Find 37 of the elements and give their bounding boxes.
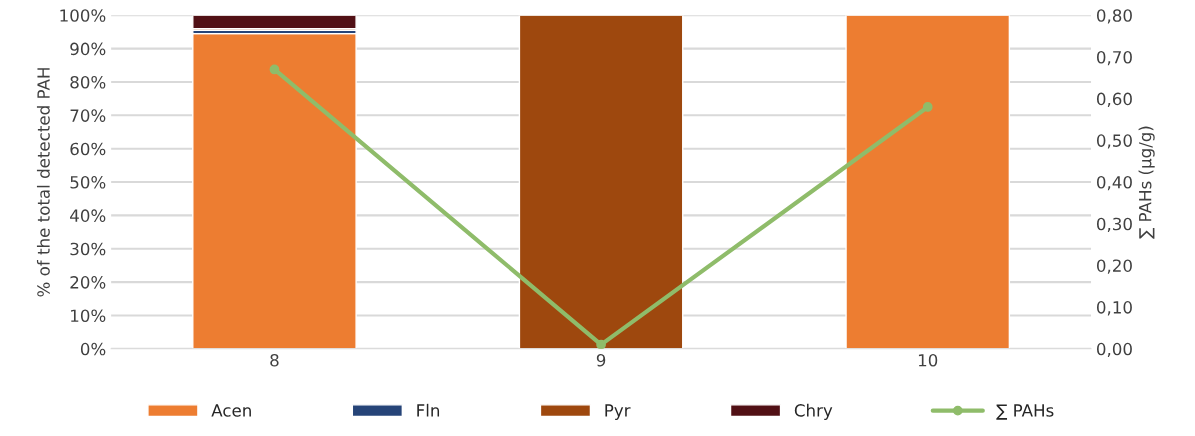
y-tick-label: 60% [70,142,106,156]
y2-axis-title: ∑ PAHs (µg/g) [1138,126,1155,239]
y-tick-label: 100% [60,9,106,22]
y2-tick-label: 0,20 [1097,259,1132,274]
y-tick-label: 20% [70,276,106,289]
bar [518,15,684,349]
bar [192,15,357,30]
x-tick-label: 10 [918,353,938,367]
y2-tick-label: 0,10 [1097,301,1132,316]
legend-label: Fln [417,403,440,417]
y2-tick-label: 0,30 [1097,217,1132,232]
point [269,64,280,75]
y-tick-label: 30% [70,242,106,256]
bar [845,15,1011,349]
y2-tick-label: 0,70 [1097,50,1132,66]
y2-tick-label: 0,40 [1097,175,1132,191]
x-tick-label: 9 [596,353,606,367]
y-tick-label: 10% [71,309,106,323]
y-tick-label: 40% [70,209,106,222]
y2-tick-label: 0,50 [1097,134,1132,149]
y2-tick-label: 0,60 [1097,92,1132,107]
y-tick-label: 70% [70,109,106,122]
bar [192,32,357,349]
y2-tick-label: 0,80 [1097,9,1132,24]
y-tick-label: 50% [70,175,106,189]
point [596,339,606,349]
legend-label: Acen [211,404,251,417]
point [922,102,933,112]
legend-label: Chry [794,403,833,420]
y-axis-title: % of the total detected PAH [36,68,50,297]
y-tick-label: 80% [70,75,106,89]
legend-label: ∑ PAHs [996,404,1054,420]
y-tick-label: 90% [70,42,106,56]
y-tick-label: 0% [80,342,106,356]
y2-tick-label: 0,00 [1097,342,1132,358]
x-tick-label: 8 [270,353,279,367]
legend-label: Pyr [605,404,631,420]
